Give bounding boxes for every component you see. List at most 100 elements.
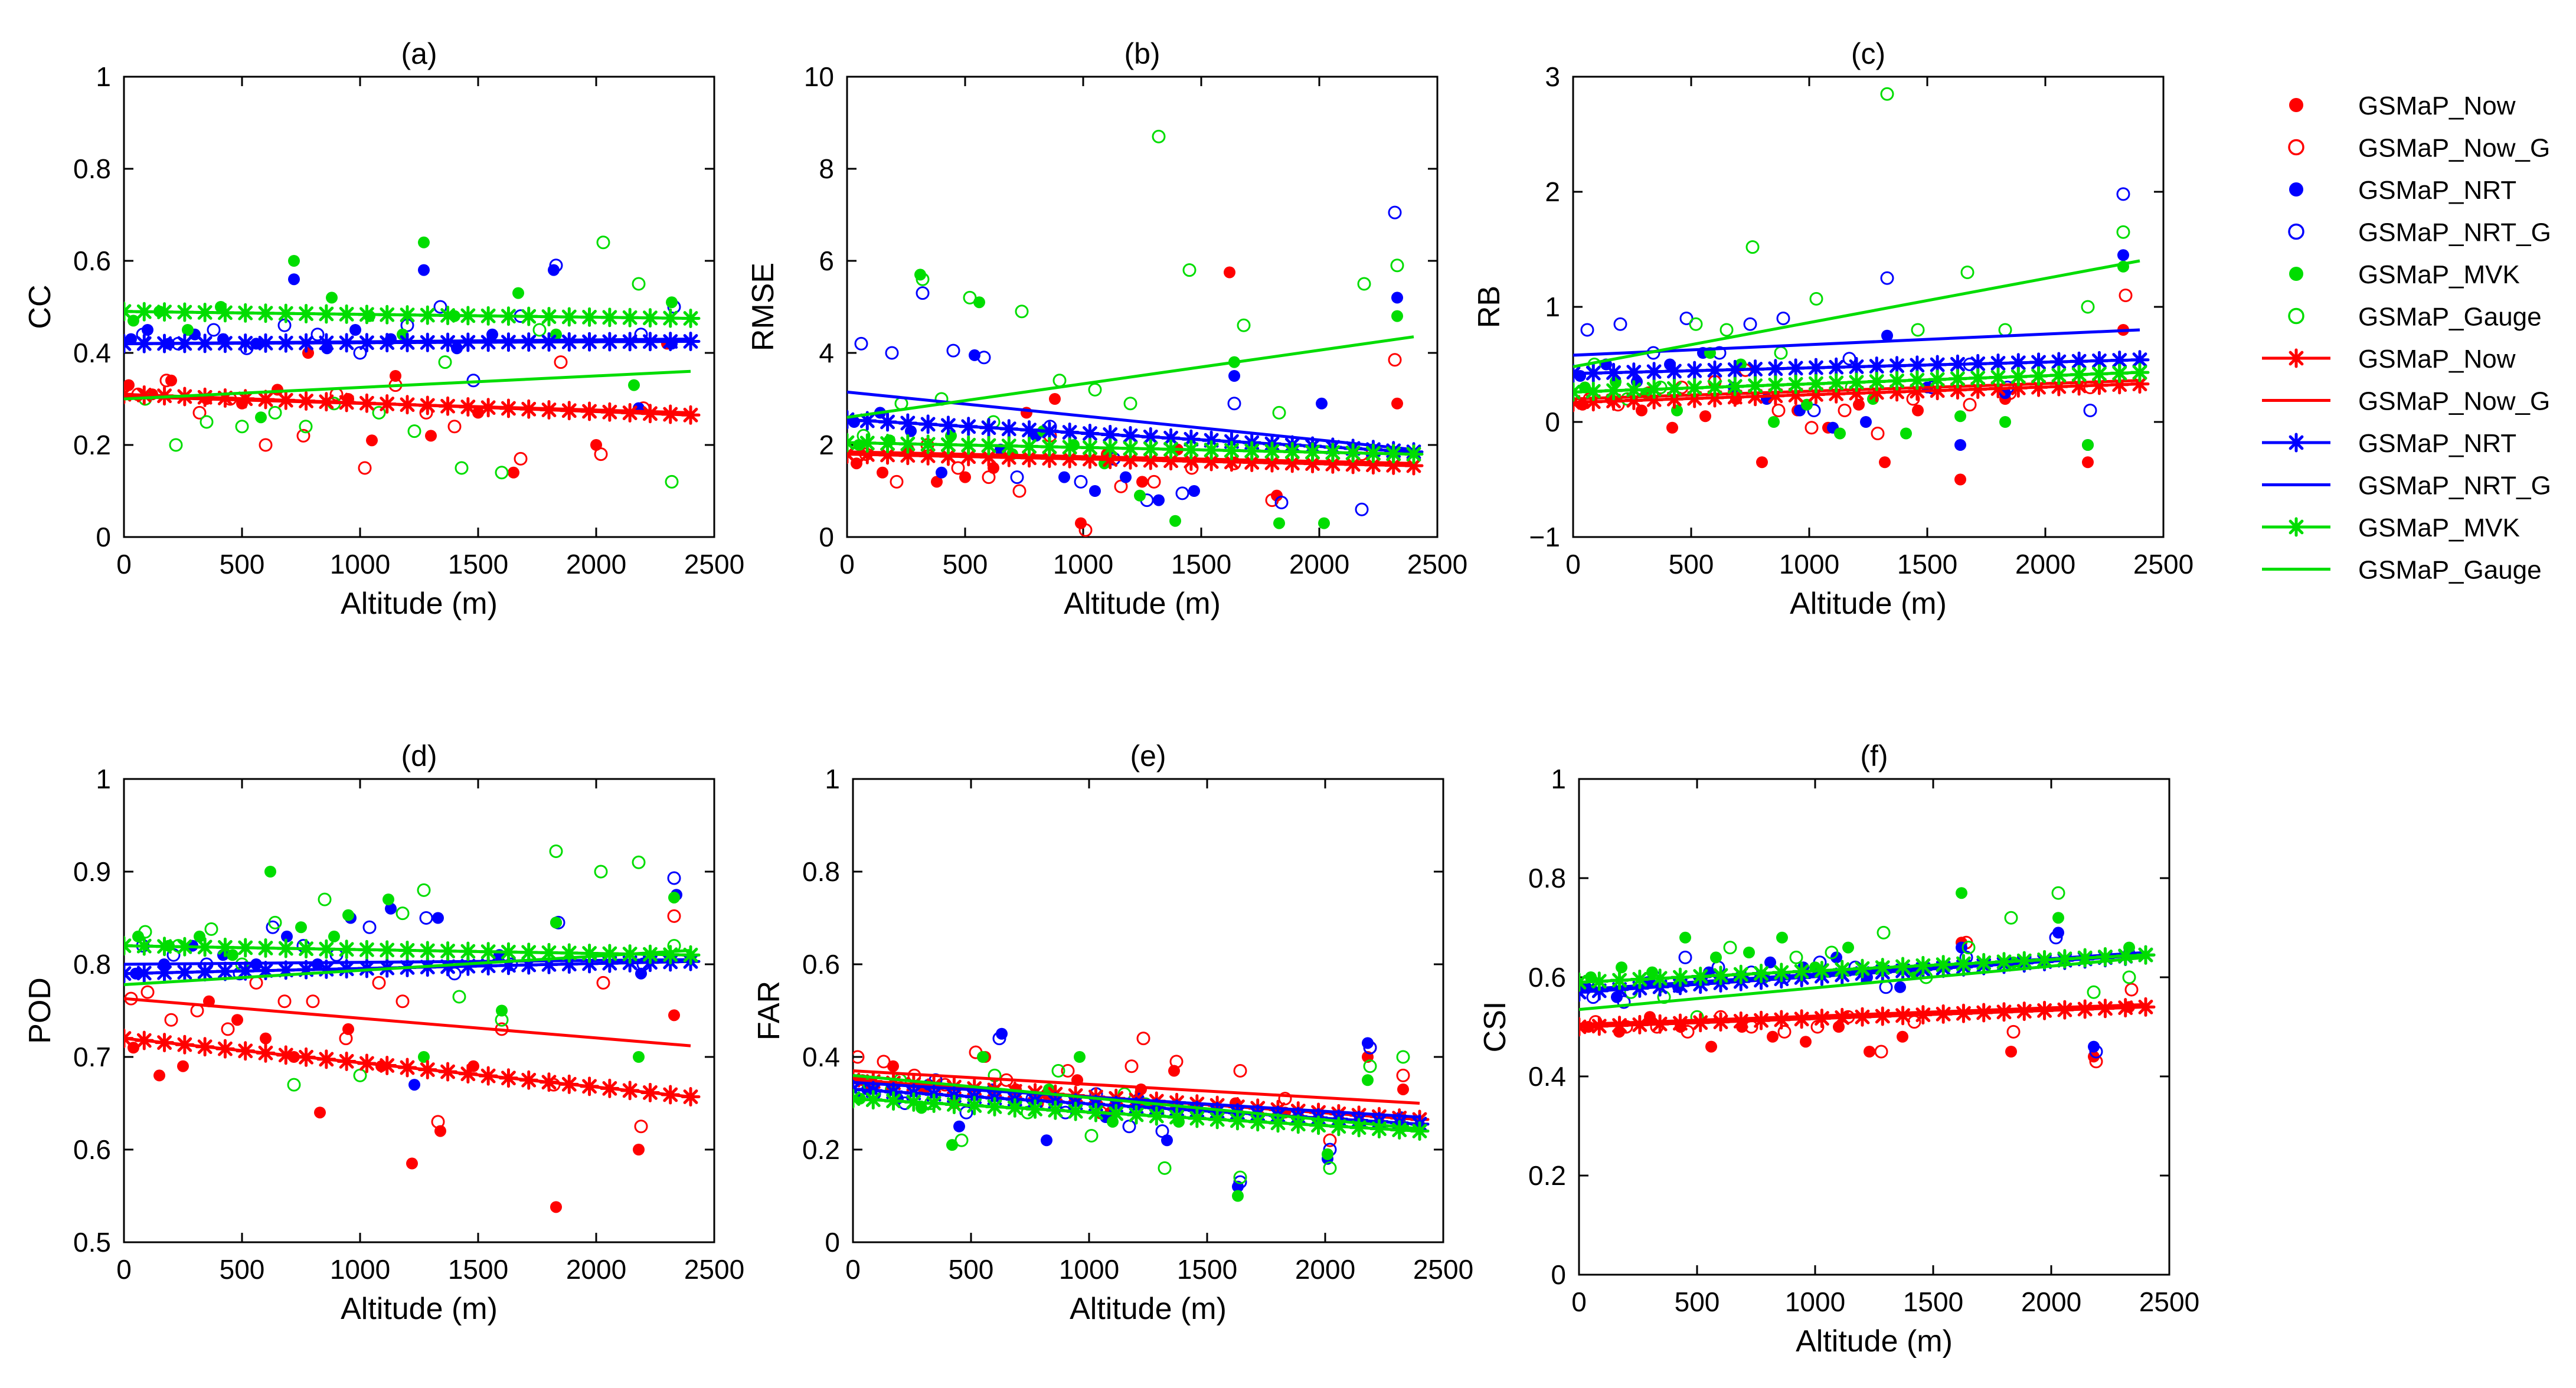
data-point [362, 920, 377, 934]
data-point [192, 405, 207, 420]
star-marker [1039, 421, 1060, 441]
data-point [2117, 249, 2129, 261]
fit-line [1579, 955, 2146, 1011]
y-tick-label: 4 [819, 338, 834, 368]
data-point [877, 1055, 891, 1069]
legend-item-gsmap-now: GSMaP_Now [2289, 91, 2516, 120]
star-marker [478, 306, 498, 326]
star-marker [640, 944, 660, 964]
star-marker [124, 936, 134, 956]
x-tick-label: 1500 [1897, 549, 1957, 580]
data-point [2083, 404, 2097, 417]
data-point [1580, 323, 1594, 337]
data-point [1015, 305, 1029, 319]
y-tick-label: 1 [1551, 764, 1566, 794]
panel-title: (b) [1124, 37, 1160, 70]
legend-label: GSMaP_NRT_G [2358, 472, 2551, 500]
star-marker [1227, 1111, 1247, 1131]
panel-title: (c) [1851, 37, 1885, 70]
star-marker [1994, 1002, 2014, 1022]
star-marker [1610, 1016, 1630, 1036]
data-point [2087, 985, 2101, 999]
star-marker [1161, 439, 1181, 459]
data-point [264, 866, 276, 878]
star-marker [1282, 441, 1302, 461]
data-point [667, 871, 681, 885]
star-marker [1974, 1003, 1994, 1023]
star-marker [1745, 376, 1766, 396]
data-point [2124, 983, 2139, 997]
data-point [1776, 312, 1790, 325]
legend-label: GSMaP_MVK [2358, 260, 2520, 289]
legend-item-gsmap-nrt-g: GSMaP_NRT_G [2262, 472, 2551, 500]
data-point [418, 236, 430, 248]
panel-a: 0 500 1000 1500 2000 2500 0 0.2 0.4 0.6 0.8 1 (a) Alt… [23, 37, 744, 621]
star-marker [316, 939, 336, 959]
data-point [1838, 404, 1852, 417]
data-point [1396, 1050, 1410, 1064]
fit-line [1573, 259, 2140, 368]
x-tick-label: 1000 [330, 549, 390, 580]
star-marker [1573, 364, 1583, 384]
data-point [1134, 489, 1146, 502]
data-point [177, 1060, 189, 1072]
star-marker [1771, 1010, 1792, 1030]
star-marker [681, 945, 701, 965]
fit-line [1573, 328, 2140, 357]
star-marker [1872, 958, 1892, 978]
star-marker [2110, 363, 2130, 383]
star-marker [1120, 425, 1140, 446]
star-marker [1005, 1098, 1025, 1118]
star-marker [1390, 1120, 1410, 1140]
star-marker [1826, 357, 1846, 377]
data-point [1999, 416, 2011, 428]
star-marker [1832, 1007, 1852, 1027]
star-marker [661, 404, 681, 424]
data-point [633, 1144, 645, 1155]
data-point [2122, 970, 2136, 984]
star-marker [959, 417, 979, 437]
data-point [1388, 205, 1402, 220]
data-point [1842, 941, 1854, 954]
fit-line [124, 958, 691, 966]
data-point [1182, 263, 1197, 277]
data-point [549, 258, 563, 273]
star-marker [1650, 968, 1670, 988]
data-point [287, 1078, 301, 1092]
x-tick-label: 2500 [684, 549, 744, 580]
data-point [1825, 945, 1839, 960]
star-marker [1907, 370, 1927, 390]
star-marker [417, 1060, 437, 1080]
star-marker [1826, 373, 1846, 393]
data-point [1136, 1032, 1150, 1046]
data-point [169, 438, 183, 452]
star-marker [1893, 957, 1913, 977]
star-marker [1994, 952, 2014, 972]
data-point [1391, 310, 1403, 322]
data-point [372, 975, 386, 990]
legend-item-gsmap-gauge: GSMaP_Gauge [2262, 556, 2542, 585]
y-tick-label: 0.6 [1528, 962, 1566, 993]
star-marker [519, 942, 539, 963]
panel-title: (d) [401, 739, 437, 772]
data-point [982, 470, 996, 485]
data-point [2082, 456, 2094, 469]
data-point [296, 428, 310, 443]
star-marker [1644, 362, 1664, 382]
data-point [383, 893, 394, 906]
data-point [634, 1119, 648, 1134]
star-marker [1201, 440, 1221, 460]
star-marker [215, 303, 235, 323]
star-marker [1583, 363, 1603, 383]
star-marker [1846, 372, 1866, 392]
data-point [2119, 289, 2133, 302]
star-marker [155, 1033, 175, 1053]
data-point [281, 930, 293, 942]
legend-star-marker [2286, 433, 2306, 453]
data-point [1390, 258, 1404, 273]
star-marker [498, 306, 518, 326]
data-point [425, 430, 437, 442]
fit-line-gsmap-mvk [124, 302, 701, 328]
data-point [1617, 995, 1631, 1009]
data-point [1049, 393, 1061, 405]
